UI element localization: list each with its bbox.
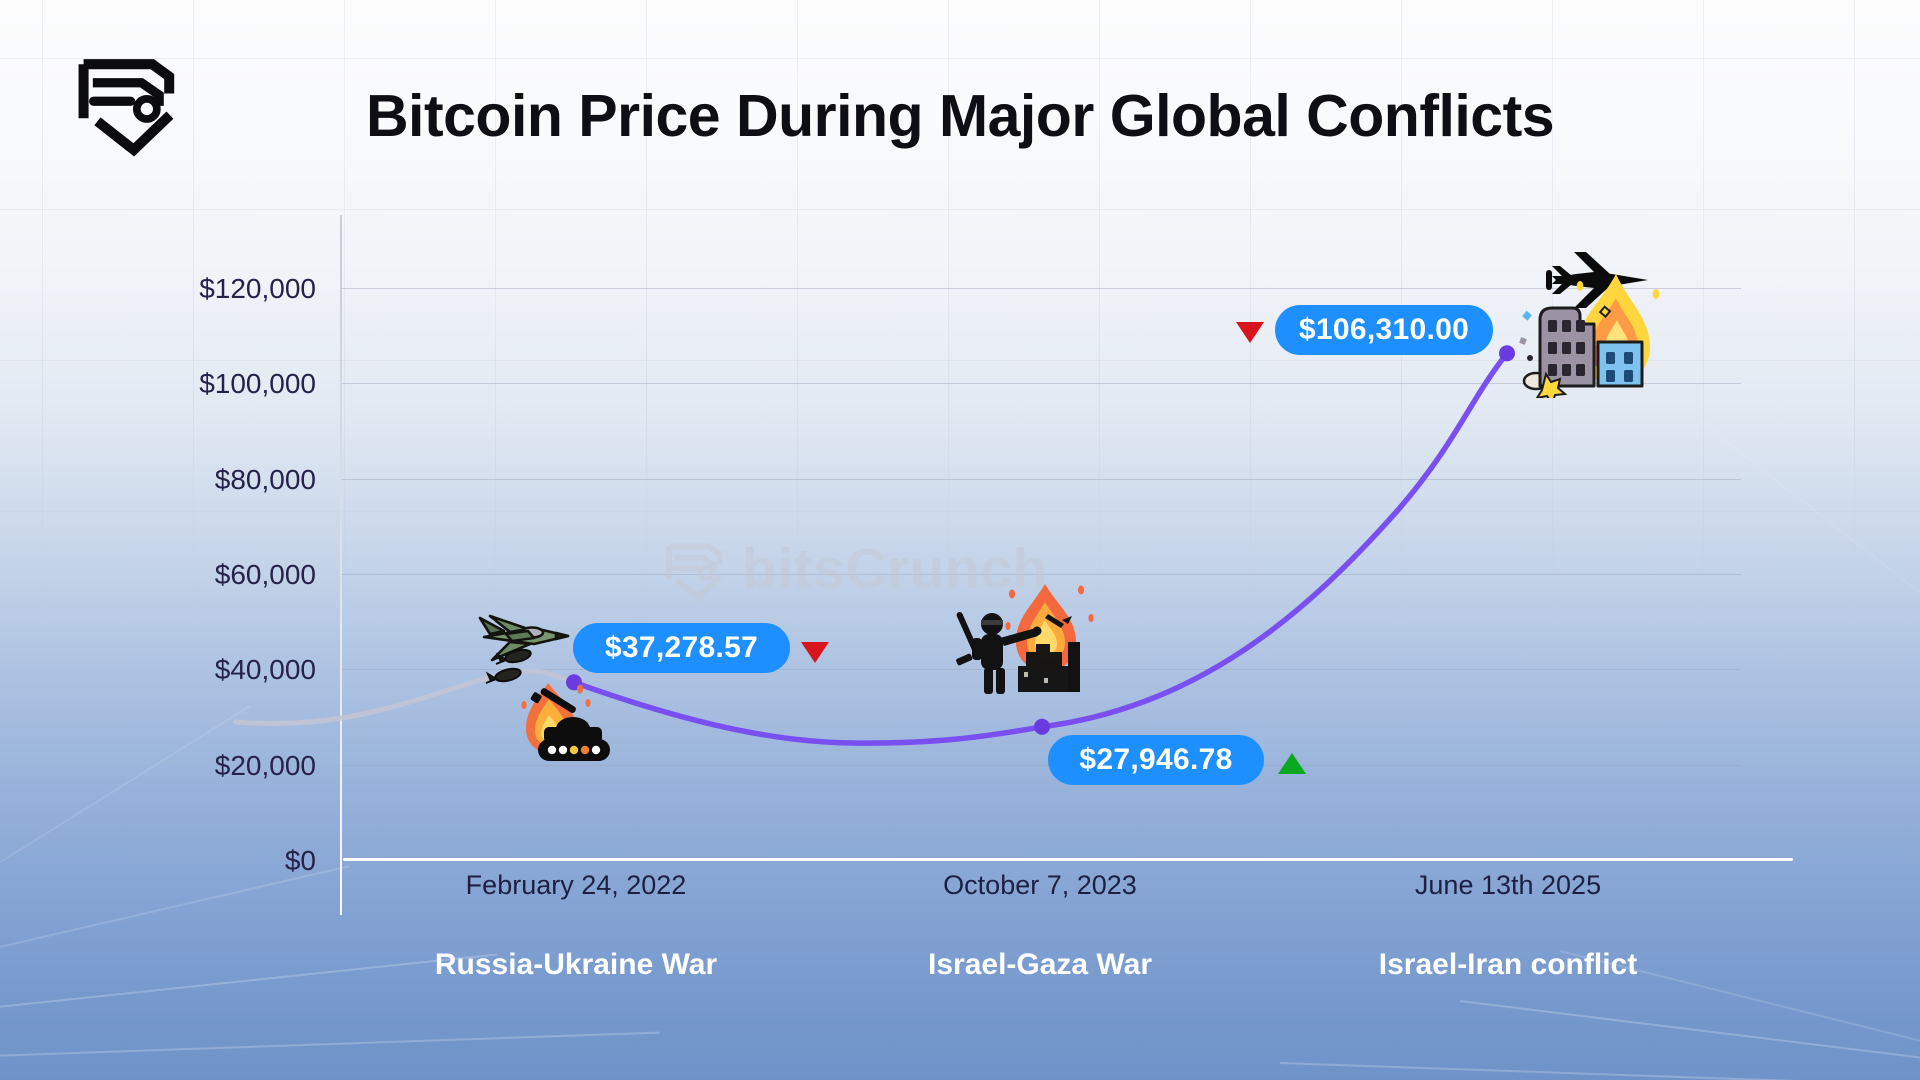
price-label-israel-gaza: $27,946.78	[1048, 735, 1264, 785]
fighter-jet-bombing-icon	[478, 614, 570, 684]
y-tick-60000: $60,000	[214, 559, 316, 590]
y-tick-20000: $20,000	[214, 750, 316, 781]
gridline-100k	[341, 383, 1741, 384]
x-label-date-1: February 24, 2022	[465, 870, 687, 900]
price-change-up-icon	[1278, 753, 1306, 774]
y-tick-100000: $100,000	[199, 368, 316, 399]
y-tick-80000: $80,000	[214, 464, 316, 495]
x-axis-line	[343, 858, 1793, 861]
watermark-text: bitsCrunch	[742, 537, 1048, 601]
bitcoin-price-line	[571, 350, 1510, 746]
page-title: Bitcoin Price During Major Global Confli…	[365, 83, 1555, 149]
jet-burning-building-icon	[1519, 252, 1660, 398]
price-label-israel-iran: $106,310.00	[1275, 305, 1493, 355]
x-label-event-2: Israel-Gaza War	[928, 948, 1152, 981]
price-change-down-icon	[801, 642, 829, 663]
y-axis-line	[340, 215, 342, 915]
data-point-israel-gaza	[1034, 718, 1050, 735]
x-label-event-1: Russia-Ukraine War	[434, 948, 718, 981]
y-tick-120000: $120,000	[199, 273, 316, 304]
watermark-shield-icon	[665, 543, 723, 602]
pre-event-line	[232, 668, 577, 727]
bitscrunch-shield-icon	[78, 59, 175, 157]
x-label-date-2: October 7, 2023	[943, 870, 1137, 900]
price-label-russia-ukraine: $37,278.57	[573, 623, 790, 673]
price-change-down-icon	[1236, 322, 1264, 343]
watermark: bitsCrunch	[662, 532, 1048, 606]
gridline-60k	[341, 574, 1741, 575]
gridline-120k	[341, 288, 1741, 289]
gridline-20k	[341, 765, 1741, 766]
bitscrunch-logo	[72, 42, 180, 162]
soldier-burning-city-icon	[956, 584, 1094, 694]
burning-tank-icon	[521, 683, 610, 761]
y-tick-40000: $40,000	[214, 654, 316, 685]
x-label-event-3: Israel-Iran conflict	[1378, 948, 1638, 981]
x-label-date-3: June 13th 2025	[1414, 870, 1602, 900]
gridline-80k	[341, 479, 1741, 480]
data-point-israel-iran	[1499, 345, 1515, 362]
y-tick-0: $0	[284, 845, 316, 876]
